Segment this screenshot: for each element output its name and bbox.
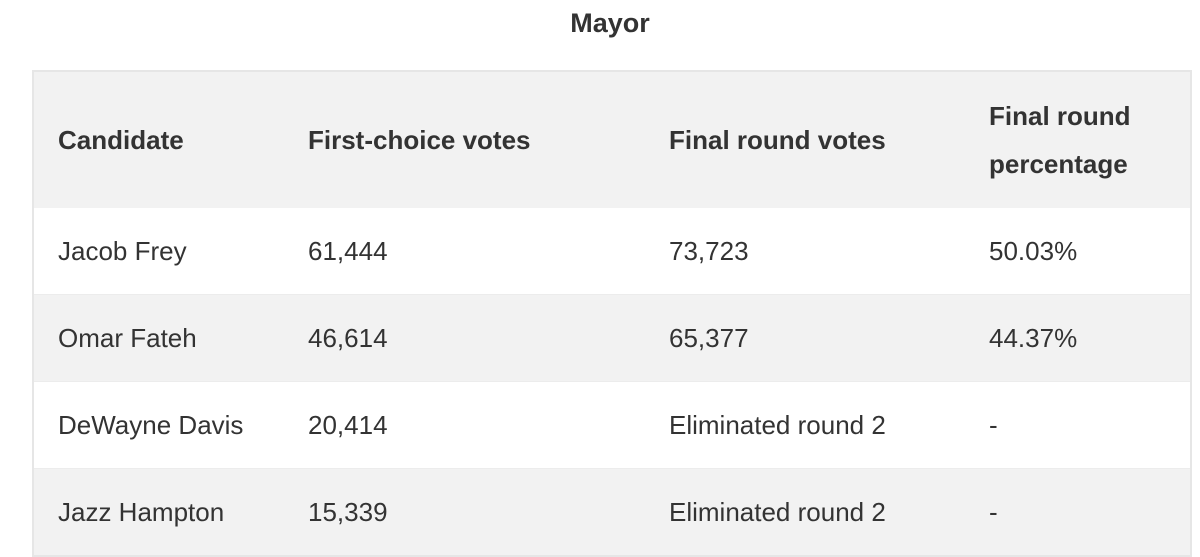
table-row: DeWayne Davis 20,414 Eliminated round 2- bbox=[33, 381, 1191, 469]
table-cell: 44.37% bbox=[989, 294, 1191, 382]
table-cell: 73,723 bbox=[669, 236, 749, 266]
results-table: Candidate First-choice votes Final round v… bbox=[32, 70, 1192, 557]
table-row: Jazz Hampton 15,339 Eliminated round 2- bbox=[33, 468, 1191, 556]
table-cell: DeWayne Davis bbox=[33, 381, 308, 469]
table-cell: 65,377 bbox=[669, 294, 989, 382]
table-cell: Jacob Frey bbox=[58, 236, 187, 266]
table-cell: Omar Fateh bbox=[33, 294, 308, 382]
table-cell: 61,444 bbox=[308, 236, 388, 266]
table-cell: - bbox=[989, 381, 1191, 469]
header-cell: First-choice votes bbox=[308, 125, 531, 155]
table-cell: 15,339 bbox=[308, 468, 669, 556]
header-cell: Final round percentage bbox=[989, 101, 1131, 179]
header-row: Candidate First-choice votes Final round v… bbox=[33, 71, 1191, 208]
table-row: Jacob Frey 61,444 73,723 50.03% bbox=[33, 208, 1191, 295]
header-cell: Final round votes bbox=[669, 125, 886, 155]
table-cell: Eliminated round 2 bbox=[669, 468, 989, 556]
table-title: Mayor bbox=[570, 8, 650, 38]
header-cell: Candidate bbox=[58, 125, 184, 155]
table-cell: 50.03% bbox=[989, 236, 1078, 266]
table-cell: Jazz Hampton bbox=[33, 468, 308, 556]
table-row: Omar Fateh 46,614 65,377 44.37% bbox=[33, 294, 1191, 382]
table-cell: Eliminated round 2 bbox=[669, 381, 989, 469]
table-cell: - bbox=[989, 468, 1191, 556]
table-cell: 46,614 bbox=[308, 294, 669, 382]
page: Mayor Candidate First-choice votes Final r… bbox=[32, 8, 1192, 557]
table-cell: 20,414 bbox=[308, 381, 669, 469]
